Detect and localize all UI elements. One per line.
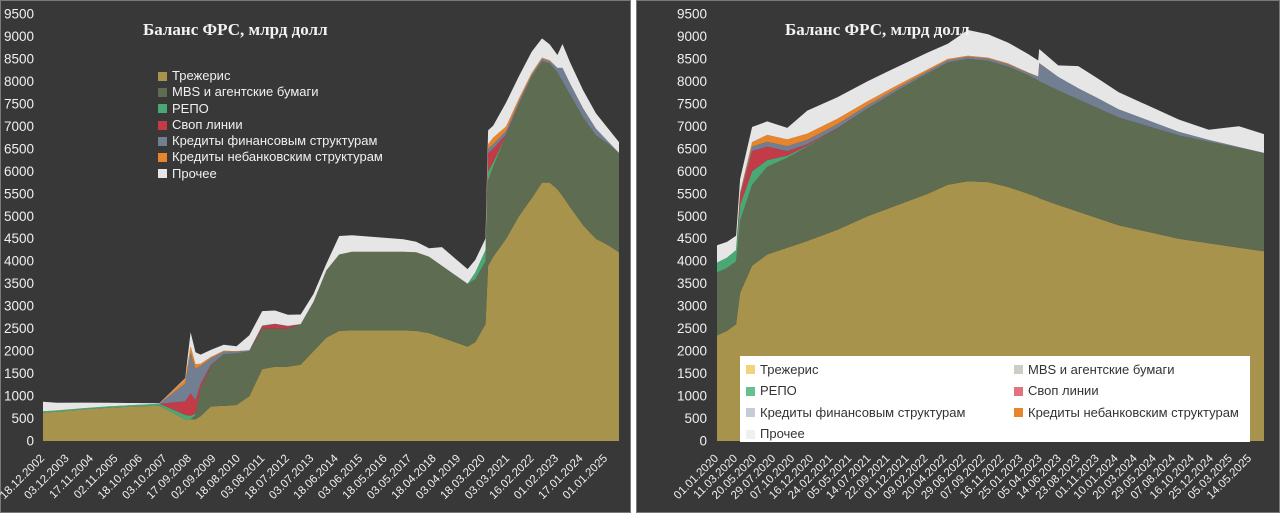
- legend-item: Прочее: [746, 424, 1014, 446]
- legend-swatch: [158, 71, 167, 81]
- y-tick-label: 7000: [4, 119, 34, 134]
- y-tick-label: 1500: [677, 366, 707, 381]
- y-tick-label: 8500: [4, 51, 34, 66]
- legend-label: Своп линии: [1028, 383, 1099, 399]
- y-tick-label: 8000: [677, 74, 707, 89]
- y-tick-label: 6500: [677, 141, 707, 156]
- chart-title-right: Баланс ФРС, млрд долл: [785, 20, 970, 39]
- area-series-1: [717, 58, 1264, 336]
- legend-swatch: [158, 104, 167, 114]
- y-tick-label: 5000: [677, 209, 707, 224]
- y-tick-label: 3000: [4, 299, 34, 314]
- area-series-0: [43, 182, 619, 441]
- legend-item: MBS и агентские бумаги: [1014, 359, 1256, 381]
- legend-label: MBS и агентские бумаги: [172, 84, 319, 100]
- legend-label: РЕПО: [760, 383, 797, 399]
- y-tick-label: 5500: [4, 186, 34, 201]
- y-tick-label: 3500: [677, 276, 707, 291]
- y-tick-label: 6000: [677, 164, 707, 179]
- legend-item: Кредиты небанковским структурам: [1014, 402, 1256, 424]
- legend-item: Кредиты небанковским структурам: [158, 149, 383, 165]
- y-tick-label: 2000: [4, 344, 34, 359]
- y-tick-label: 6500: [4, 141, 34, 156]
- y-tick-label: 9000: [4, 29, 34, 44]
- y-tick-label: 1500: [4, 366, 34, 381]
- y-tick-label: 9500: [677, 7, 707, 22]
- legend-item: MBS и агентские бумаги: [158, 84, 383, 100]
- legend-swatch: [158, 169, 167, 179]
- y-tick-label: 2500: [677, 321, 707, 336]
- y-tick-label: 7500: [4, 96, 34, 111]
- legend-swatch: [746, 386, 755, 396]
- y-tick-label: 6000: [4, 164, 34, 179]
- legend-item: Трежерис: [158, 68, 383, 84]
- legend-item: Прочее: [158, 166, 383, 182]
- y-tick-label: 4000: [4, 254, 34, 269]
- legend-left: Трежерис MBS и агентские бумаги РЕПО Сво…: [158, 68, 383, 182]
- legend-swatch: [746, 365, 755, 375]
- legend-label: Своп линии: [172, 116, 243, 132]
- legend-label: Кредиты небанковским структурам: [1028, 404, 1239, 420]
- legend-item: Своп линии: [158, 117, 383, 133]
- area-series-1: [43, 61, 619, 420]
- legend-label: Кредиты финансовым структурам: [172, 133, 378, 149]
- y-tick-label: 1000: [4, 389, 34, 404]
- y-tick-label: 500: [684, 411, 707, 426]
- chart-left: 0 500 1000 1500 2000 2500 3000 3500 4000 4500 5000…: [0, 7, 619, 502]
- y-tick-label: 0: [699, 434, 707, 449]
- legend-right: Трежерис MBS и агентские бумаги РЕПО Сво…: [740, 356, 1250, 442]
- legend-swatch: [746, 408, 755, 418]
- y-tick-label: 4000: [677, 254, 707, 269]
- chart-title-left: Баланс ФРС, млрд долл: [143, 20, 328, 39]
- y-tick-label: 2500: [4, 321, 34, 336]
- legend-label: Кредиты финансовым структурам: [760, 404, 966, 420]
- legend-swatch: [158, 87, 167, 97]
- y-tick-label: 8000: [4, 74, 34, 89]
- legend-label: Трежерис: [172, 68, 231, 83]
- legend-item: Кредиты финансовым структурам: [158, 133, 383, 149]
- y-tick-label: 500: [11, 411, 34, 426]
- y-tick-label: 3500: [4, 276, 34, 291]
- y-tick-label: 4500: [677, 231, 707, 246]
- legend-swatch: [158, 136, 167, 146]
- legend-swatch: [1014, 386, 1023, 396]
- y-tick-label: 5000: [4, 209, 34, 224]
- legend-swatch: [746, 430, 755, 440]
- legend-item: РЕПО: [746, 381, 1014, 403]
- y-tick-label: 7000: [677, 119, 707, 134]
- legend-label: MBS и агентские бумаги: [1028, 361, 1175, 377]
- legend-label: Прочее: [172, 165, 217, 181]
- y-tick-label: 0: [26, 434, 34, 449]
- legend-label: Трежерис: [760, 361, 819, 377]
- legend-item: Кредиты финансовым структурам: [746, 402, 1014, 424]
- legend-item: Своп линии: [1014, 381, 1256, 403]
- legend-label: Прочее: [760, 426, 805, 442]
- legend-item: Трежерис: [746, 359, 1014, 381]
- y-tick-label: 9000: [677, 29, 707, 44]
- y-tick-label: 5500: [677, 186, 707, 201]
- legend-item: РЕПО: [158, 101, 383, 117]
- y-tick-label: 1000: [677, 389, 707, 404]
- legend-label: РЕПО: [172, 100, 209, 116]
- y-tick-label: 3000: [677, 299, 707, 314]
- y-tick-label: 8500: [677, 51, 707, 66]
- legend-swatch: [158, 153, 167, 163]
- legend-swatch: [158, 120, 167, 130]
- y-tick-label: 7500: [677, 96, 707, 111]
- legend-swatch: [1014, 365, 1023, 375]
- legend-swatch: [1014, 408, 1023, 418]
- legend-label: Кредиты небанковским структурам: [172, 149, 383, 165]
- y-tick-label: 2000: [677, 344, 707, 359]
- y-tick-label: 9500: [4, 7, 34, 22]
- y-tick-label: 4500: [4, 231, 34, 246]
